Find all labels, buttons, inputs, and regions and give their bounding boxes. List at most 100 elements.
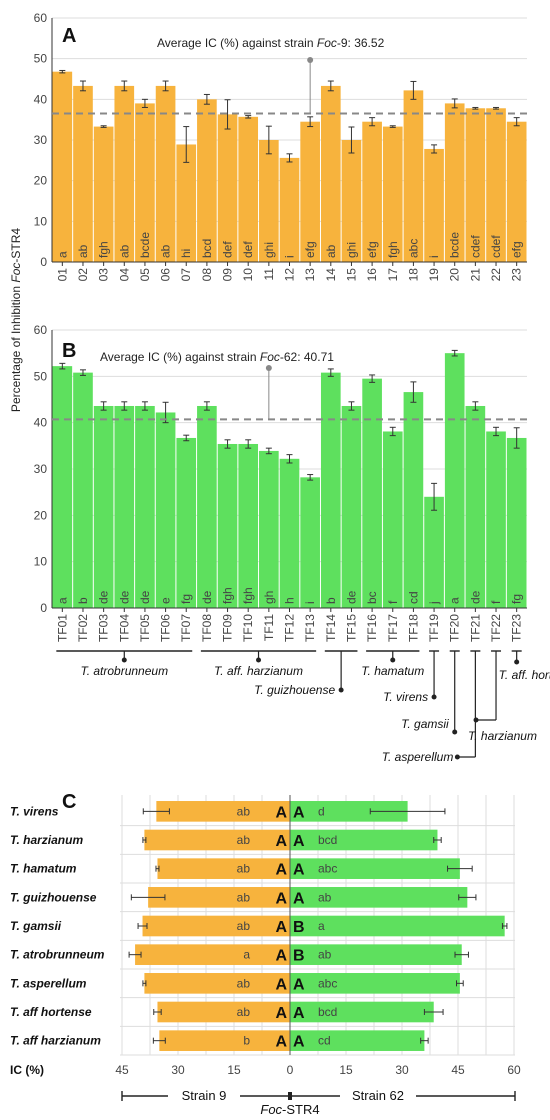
panel-c-bar-strain62 [290, 1001, 434, 1023]
panel-c-category-label: T. hamatum [10, 862, 77, 876]
panel-c-category-label: T. harzianum [10, 833, 83, 847]
panel-a-bar-letter: ab [324, 244, 338, 258]
panel-a-ytick-label: 10 [34, 214, 48, 228]
panel-b-bar [465, 405, 486, 608]
panel-b-bar [73, 372, 93, 608]
panel-a-bar [259, 140, 279, 262]
panel-a-bar-letter: hi [179, 249, 193, 258]
panel-c-letter-strain62: a [318, 919, 325, 933]
panel-a-bar [403, 90, 424, 263]
panel-b-xtick-label: TF03 [97, 614, 111, 642]
panel-b-bar-letter: cd [406, 591, 420, 604]
panel-c-letter-strain9: ab [237, 1005, 251, 1019]
panel-b-avg-pointer-dot [265, 365, 272, 371]
panel-b-bar-letter: de [138, 590, 152, 604]
panel-c-xlabel: IC (%) [10, 1063, 44, 1077]
y-axis-label-italic: Foc [9, 263, 23, 283]
panel-b-bar [217, 443, 238, 608]
panel-b-avg-label-italic: Foc [260, 350, 280, 364]
panel-a-ytick-label: 0 [40, 255, 47, 269]
panel-b-bar-letter: f [386, 600, 400, 604]
panel-c-bar-strain9 [157, 1001, 290, 1023]
panel-a-bar [176, 144, 197, 262]
panel-b-bar-letter: de [97, 590, 111, 604]
panel-c-letter-strain62: cd [318, 1034, 331, 1048]
panel-b-xtick-label: TF06 [159, 614, 173, 642]
panel-c-bar-strain9 [135, 944, 290, 965]
panel-b-bar-letter: de [344, 590, 358, 604]
group-atrobrunneum-label: T. atrobrunneum [80, 664, 168, 678]
panel-a-bar-letter: i [283, 255, 297, 258]
panel-c-bar-strain62 [290, 944, 462, 965]
panel-c-cap-strain9: A [275, 948, 287, 965]
panel-c-letter-strain9: ab [237, 804, 251, 818]
panel-b-bar [444, 353, 465, 608]
panel-b-bar-letter: a [448, 597, 462, 604]
panel-c-strain9-label-bg [168, 1088, 240, 1104]
panel-c-bar-strain9 [144, 973, 290, 994]
group-aff-hortense-label: T. aff. hortense [499, 668, 550, 682]
panel-a-xtick-label: 12 [283, 268, 297, 282]
panel-c-cap-strain9: A [275, 1034, 287, 1051]
group-harzianum-label: T. harzianum [468, 729, 537, 743]
panel-b-avg-label: Average IC (%) against strain Foc-62: 40… [100, 350, 334, 364]
group-atrobrunneum-dot [121, 657, 127, 663]
panel-c-letter-strain9: ab [237, 833, 251, 847]
panel-a-bar [114, 85, 135, 262]
panel-a-ytick-label: 50 [34, 52, 48, 66]
panel-c-cap-strain62: A [293, 1034, 305, 1051]
panel-b-xtick-label: TF08 [200, 614, 214, 642]
panel-c-cap-strain62: A [293, 1005, 305, 1022]
panel-c-cap-strain62: B [293, 919, 305, 936]
y-axis-label-text: Percentage of Inhibition [9, 286, 23, 412]
panel-c-letter-strain62: bcd [318, 1005, 337, 1019]
panel-a-avg-pointer-dot [307, 57, 314, 63]
panel-a-bar-letter: a [55, 251, 69, 258]
panel-b-bar [486, 431, 506, 608]
panel-a-xtick-label: 07 [179, 268, 193, 282]
panel-b-bar-letter: fg [510, 594, 524, 604]
panel-c-strain9-label: Strain 9 [182, 1088, 227, 1103]
group-hamatum-label: T. hamatum [361, 664, 424, 678]
panel-b-bar-letter: fg [179, 594, 193, 604]
panel-a-bar-letter: def [241, 241, 255, 258]
panel-b-bar-letter: de [200, 590, 214, 604]
panel-b-xtick-label: TF13 [303, 614, 317, 642]
panel-a-xtick-label: 02 [76, 268, 90, 282]
panel-c-letter-strain62: bcd [318, 833, 337, 847]
panel-b-avg-label-text: Average IC (%) against strain [100, 350, 260, 364]
panel-a-xtick-label: 17 [386, 268, 400, 282]
panel-a-avg-label-text: Average IC (%) against strain [157, 36, 317, 50]
panel-c-category-label: T. atrobrunneum [10, 948, 105, 962]
panel-a-xtick-label: 11 [262, 268, 276, 281]
panel-a-bar [506, 121, 527, 262]
panel-b-bar-letter: de [468, 590, 482, 604]
panel-b-xtick-label: TF04 [117, 614, 131, 642]
panel-b-ytick-label: 30 [34, 462, 48, 476]
panel-c-xtick-label: 15 [227, 1063, 241, 1077]
group-hamatum-dot [390, 657, 396, 663]
panel-b-bar-letter: bc [365, 591, 379, 604]
panel-c-cap-strain9: A [275, 862, 287, 879]
panel-a-bar-letter: cdef [489, 235, 503, 258]
panel-b-xtick-label: TF20 [448, 614, 462, 642]
group-gamsii-label: T. gamsii [401, 717, 449, 731]
panel-b-bar [259, 450, 279, 608]
panel-c-bar-strain9 [157, 858, 290, 879]
panel-c-letter-strain9: ab [237, 890, 251, 904]
panel-c-letter-strain9: a [243, 948, 250, 962]
panel-b-bar [135, 405, 155, 608]
panel-c-bar-strain62 [290, 801, 408, 822]
panel-b-bar-letter: b [76, 597, 90, 604]
panel-c-cap-strain62: A [293, 804, 305, 821]
panel-c-cap-strain9: A [275, 890, 287, 907]
panel-b-bar-letter: i [303, 601, 317, 604]
panel-b-ytick-label: 60 [34, 323, 48, 337]
panel-c-xtick-label: 45 [115, 1063, 129, 1077]
panel-c-letter-strain62: abc [318, 976, 337, 990]
group-harzianum-dot [473, 717, 479, 723]
panel-b-letter: B [62, 340, 76, 362]
panel-b-xtick-label: TF23 [510, 614, 524, 642]
panel-a-bar [424, 148, 444, 262]
